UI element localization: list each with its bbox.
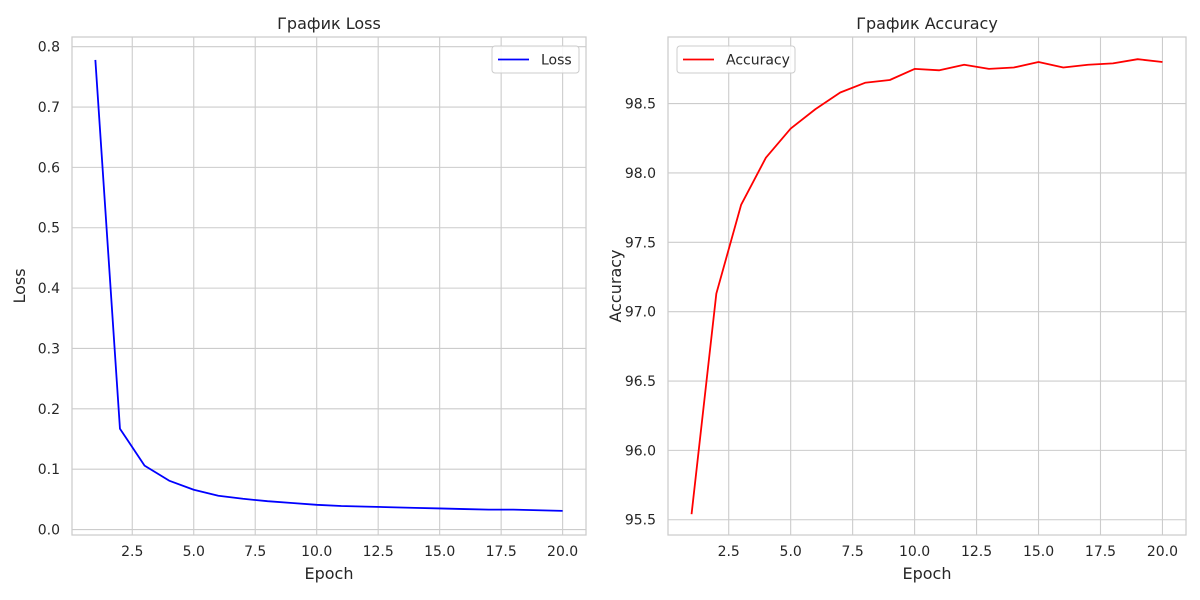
accuracy-series-line <box>690 58 1163 515</box>
accuracy-x-axis-label: Epoch <box>903 564 952 583</box>
accuracy-x-tick-label: 2.5 <box>718 544 740 560</box>
loss-y-tick-label: 0.8 <box>38 40 60 56</box>
accuracy-x-tick-label: 17.5 <box>1085 544 1116 560</box>
loss-y-tick-label: 0.5 <box>38 221 60 237</box>
accuracy-tick-labels: 2.5 5.0 7.5 10.0 12.5 15.0 17.5 20.0 95.5 96.0 96.… <box>625 97 1178 560</box>
loss-legend-label: Loss <box>541 53 572 69</box>
accuracy-x-tick-label: 7.5 <box>842 544 864 560</box>
accuracy-chart: 2.5 5.0 7.5 10.0 12.5 15.0 17.5 20.0 95.5 96.0 96.… <box>606 14 1187 583</box>
loss-x-tick-label: 10.0 <box>301 544 332 560</box>
accuracy-chart-title: График Accuracy <box>856 14 998 33</box>
loss-y-tick-label: 0.7 <box>38 100 60 116</box>
accuracy-legend-label: Accuracy <box>726 53 790 69</box>
accuracy-x-tick-label: 20.0 <box>1147 544 1178 560</box>
loss-legend-box <box>491 45 580 74</box>
loss-x-tick-label: 2.5 <box>121 544 143 560</box>
loss-y-tick-label: 0.6 <box>38 160 60 176</box>
accuracy-y-tick-label: 96.5 <box>625 374 656 390</box>
loss-y-tick-label: 0.4 <box>38 281 60 297</box>
loss-x-tick-label: 15.0 <box>424 544 455 560</box>
loss-y-tick-label: 0.3 <box>38 341 60 357</box>
accuracy-plot-area <box>667 36 1187 536</box>
loss-x-tick-label: 20.0 <box>547 544 578 560</box>
accuracy-y-tick-label: 97.5 <box>625 235 656 251</box>
loss-y-axis-label: Loss <box>10 268 29 303</box>
accuracy-x-tick-label: 5.0 <box>780 544 802 560</box>
loss-x-axis-label: Epoch <box>305 564 354 583</box>
loss-y-tick-label: 0.2 <box>38 402 60 418</box>
accuracy-y-tick-label: 96.0 <box>625 443 656 459</box>
accuracy-y-axis-label: Accuracy <box>606 249 625 322</box>
accuracy-y-tick-label: 98.5 <box>625 97 656 113</box>
loss-x-tick-label: 5.0 <box>183 544 205 560</box>
loss-lines <box>94 59 563 512</box>
accuracy-y-tick-label: 97.0 <box>625 305 656 321</box>
accuracy-y-tick-label: 98.0 <box>625 166 656 182</box>
loss-legend: Loss <box>491 45 580 74</box>
accuracy-x-tick-label: 10.0 <box>899 544 930 560</box>
loss-series-line <box>94 59 563 512</box>
accuracy-legend: Accuracy <box>676 45 796 74</box>
loss-plot-area <box>71 36 587 536</box>
loss-chart: 2.5 5.0 7.5 10.0 12.5 15.0 17.5 20.0 0.0 0.1 0.2 0.… <box>10 14 587 583</box>
accuracy-x-tick-label: 12.5 <box>961 544 992 560</box>
loss-y-tick-label: 0.1 <box>38 462 60 478</box>
loss-grid <box>72 37 586 535</box>
accuracy-grid <box>668 37 1186 535</box>
accuracy-y-tick-label: 95.5 <box>625 513 656 529</box>
loss-tick-labels: 2.5 5.0 7.5 10.0 12.5 15.0 17.5 20.0 0.0 0.1 0.2 0.… <box>38 40 578 560</box>
loss-chart-title: График Loss <box>277 14 381 33</box>
loss-x-tick-label: 12.5 <box>363 544 394 560</box>
loss-x-tick-label: 7.5 <box>244 544 266 560</box>
accuracy-legend-box <box>676 45 796 74</box>
accuracy-lines <box>690 58 1163 515</box>
loss-x-tick-label: 17.5 <box>486 544 517 560</box>
loss-y-tick-label: 0.0 <box>38 523 60 539</box>
accuracy-x-tick-label: 15.0 <box>1023 544 1054 560</box>
